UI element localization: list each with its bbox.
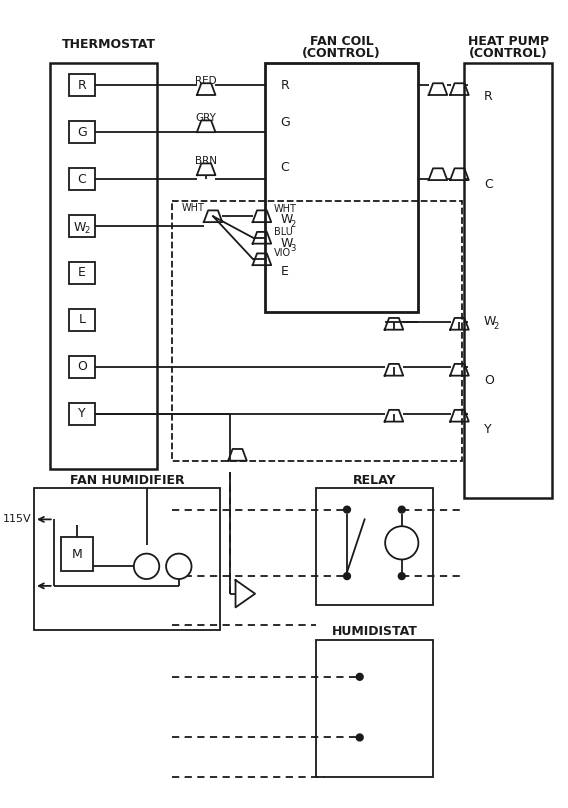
Text: RED: RED [195,76,217,86]
Text: O: O [484,374,494,387]
Bar [465,63,552,498]
Text: R: R [484,90,492,103]
Text: 3: 3 [290,244,296,253]
Bar [316,640,433,776]
Text: R: R [78,78,86,92]
Bar [69,121,95,143]
Bar [69,309,95,330]
Bar [265,63,419,312]
Text: (CONTROL): (CONTROL) [302,48,381,61]
Text: C: C [281,161,289,174]
Bar [69,263,95,284]
Circle shape [398,573,405,579]
Text: GRY: GRY [196,113,216,124]
Text: E: E [281,264,289,277]
Text: THERMOSTAT: THERMOSTAT [61,38,156,51]
Text: W: W [484,315,496,328]
Bar [69,403,95,424]
Bar [69,168,95,190]
Text: W: W [281,213,293,225]
Circle shape [166,553,191,579]
Text: E: E [78,267,86,280]
Bar [69,74,95,96]
Text: W: W [74,221,86,234]
Bar [61,537,93,571]
Circle shape [356,673,363,680]
Text: L: L [78,314,86,326]
Text: 2: 2 [494,322,499,331]
Text: VIO: VIO [274,248,291,259]
Text: W: W [281,237,293,250]
Circle shape [344,506,350,513]
Text: 2: 2 [84,226,90,235]
Text: O: O [77,360,87,373]
Circle shape [385,526,419,559]
Circle shape [134,553,159,579]
Text: Y: Y [78,407,86,420]
Text: 2: 2 [290,220,295,229]
Text: M: M [72,548,82,561]
Circle shape [344,573,350,579]
Text: HEAT PUMP: HEAT PUMP [468,35,549,48]
Bar [34,488,220,630]
Bar [69,356,95,377]
Text: FAN COIL: FAN COIL [310,35,374,48]
Bar [316,488,433,605]
Bar [172,200,462,461]
Circle shape [356,734,363,741]
Text: G: G [281,116,290,129]
Text: RELAY: RELAY [353,473,396,486]
Bar [69,215,95,237]
Text: FAN HUMIDIFIER: FAN HUMIDIFIER [70,473,184,486]
Text: BRN: BRN [195,157,217,166]
Text: WHT: WHT [181,204,204,213]
Text: 115V: 115V [2,515,31,524]
Bar [50,63,157,469]
Text: (CONTROL): (CONTROL) [469,48,548,61]
Text: C: C [78,173,86,186]
Text: WHT: WHT [274,204,296,214]
Text: C: C [484,179,492,191]
Text: Y: Y [484,423,491,436]
Text: BLU: BLU [274,227,293,237]
Text: R: R [281,78,289,92]
Circle shape [398,506,405,513]
Text: HUMIDISTAT: HUMIDISTAT [332,625,417,638]
Text: G: G [77,126,87,139]
